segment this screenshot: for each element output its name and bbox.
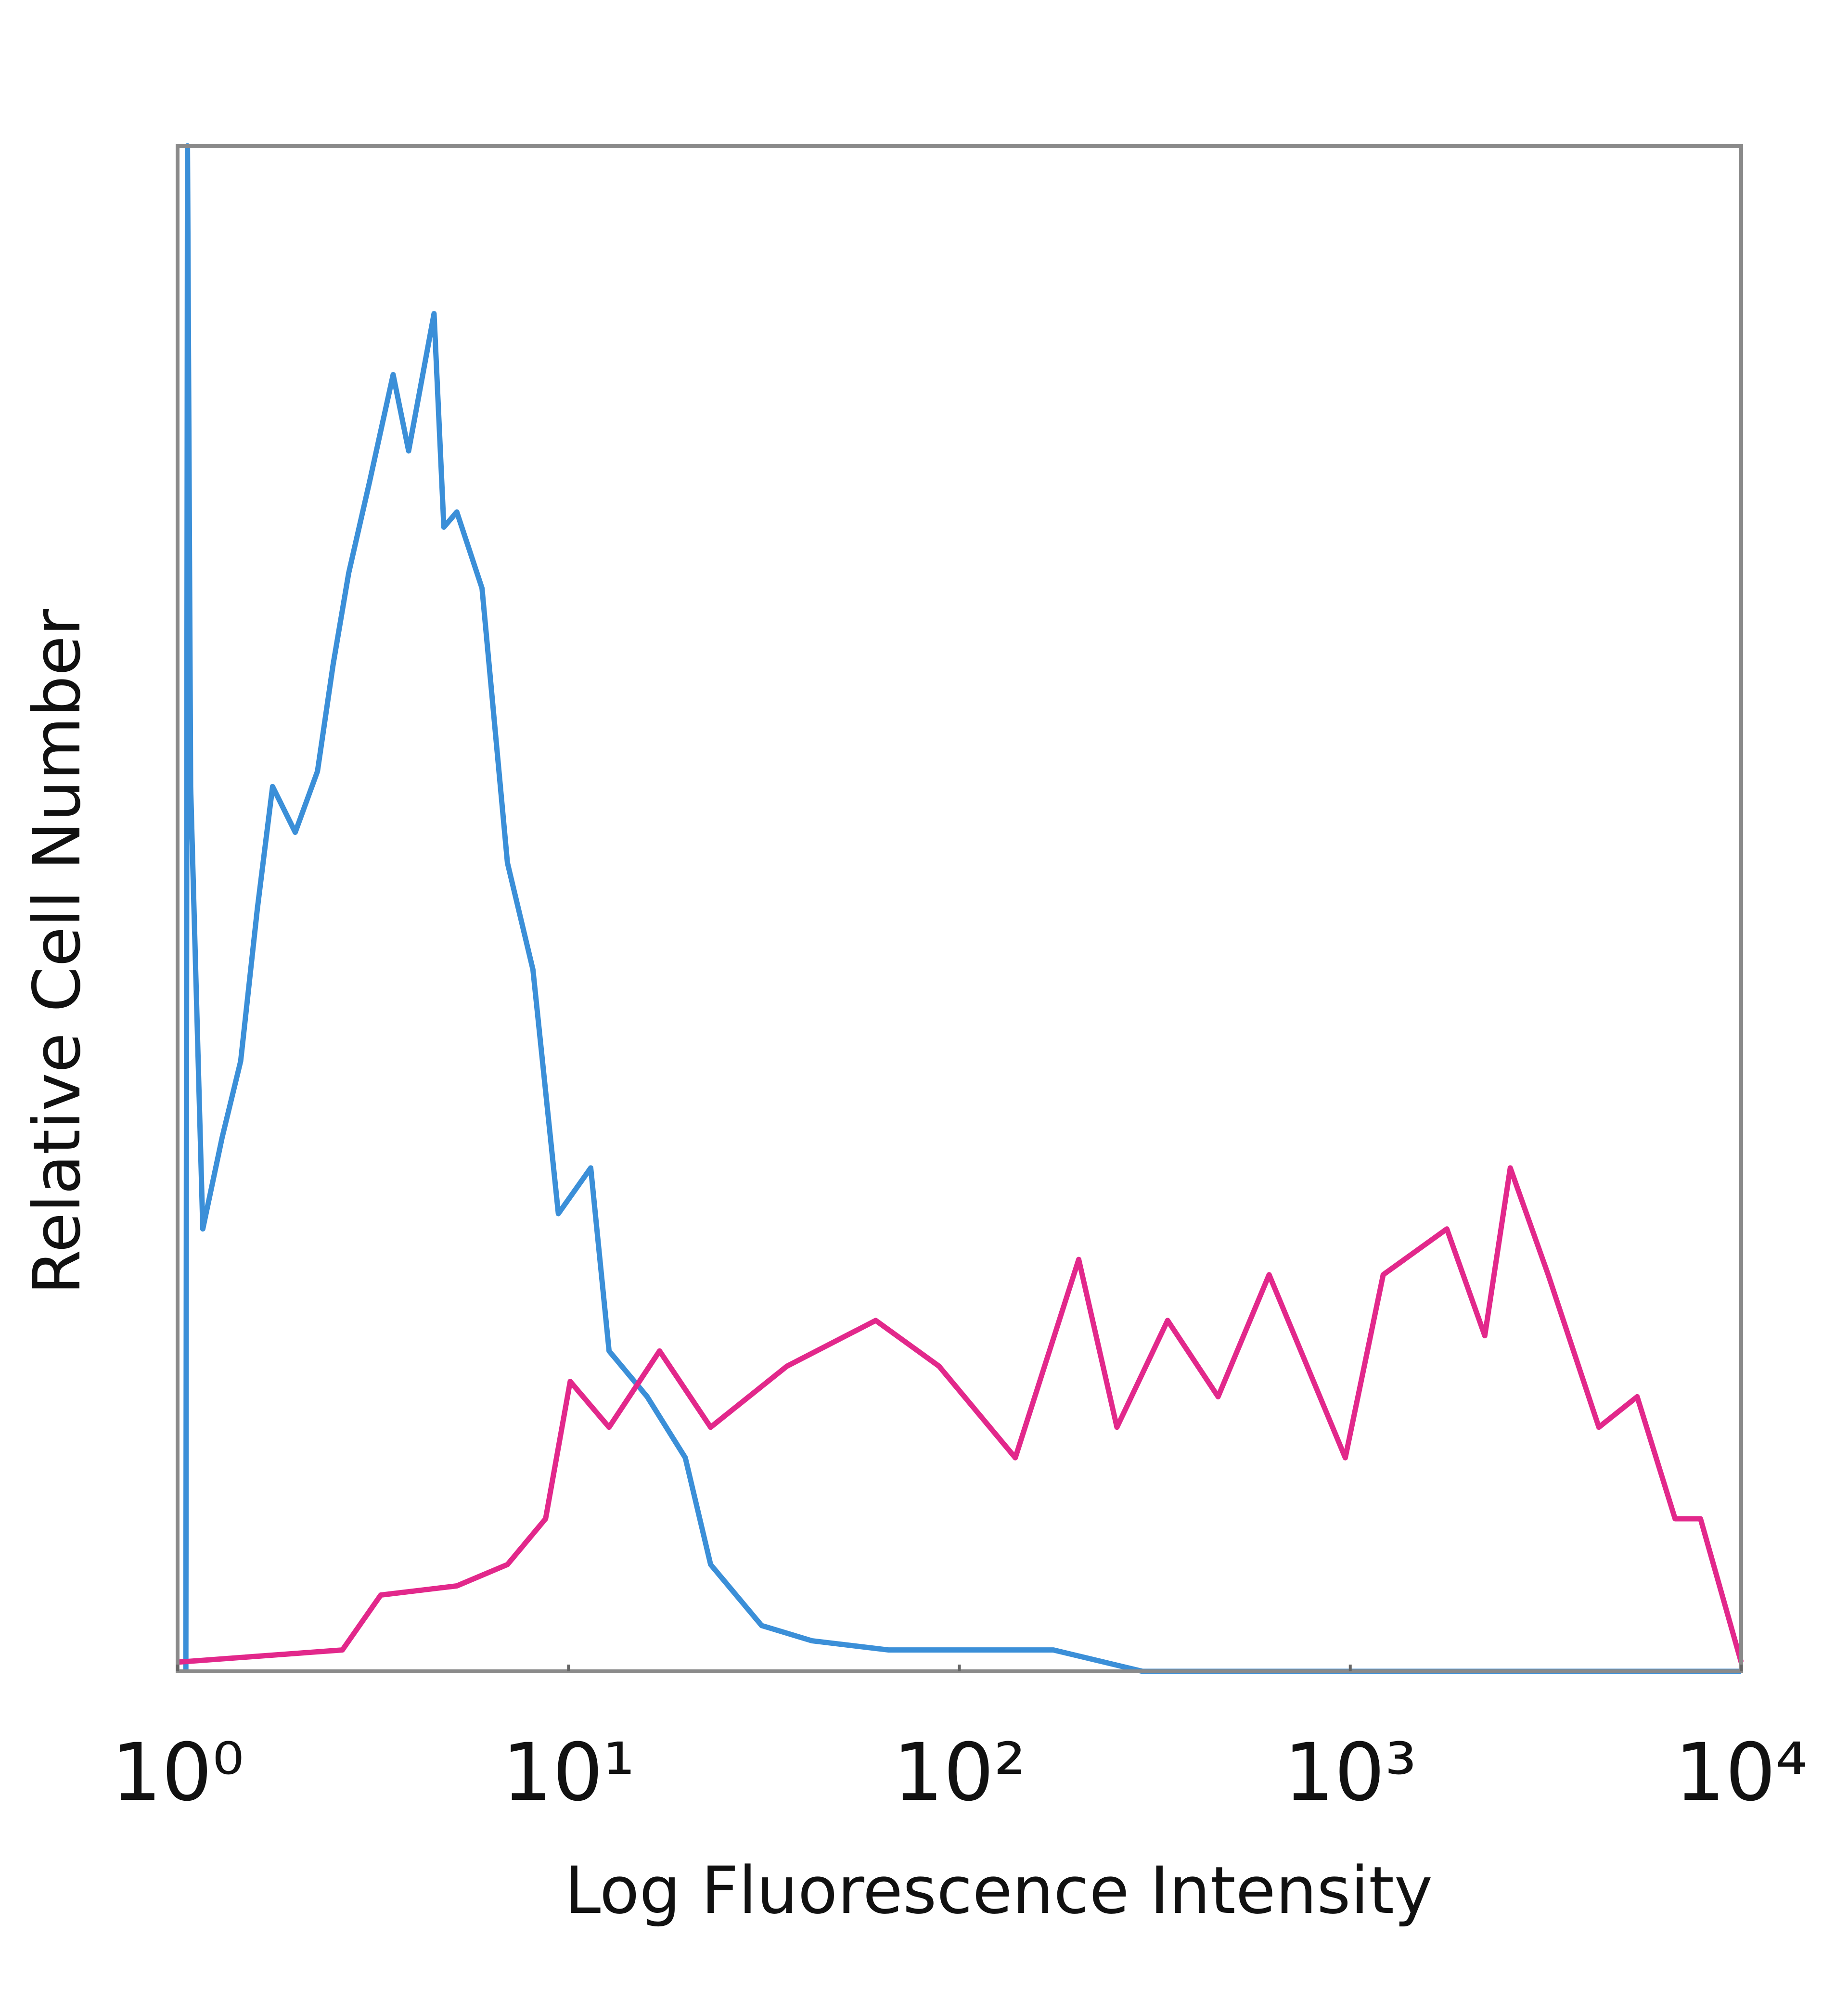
x-tick-label: 10¹ (502, 1726, 635, 1819)
y-axis-label: Relative Cell Number (19, 609, 95, 1295)
x-tick-label: 10³ (1284, 1726, 1417, 1819)
histogram-line (177, 1165, 1744, 1665)
x-tick-label: 10² (893, 1726, 1026, 1819)
histogram-line (183, 143, 1741, 1674)
x-axis-label: Log Fluorescence Intensity (565, 1853, 1433, 1928)
plot-frame (176, 144, 1743, 1673)
x-tick-label: 10⁴ (1675, 1726, 1808, 1819)
x-tick-label: 10⁰ (111, 1726, 244, 1819)
